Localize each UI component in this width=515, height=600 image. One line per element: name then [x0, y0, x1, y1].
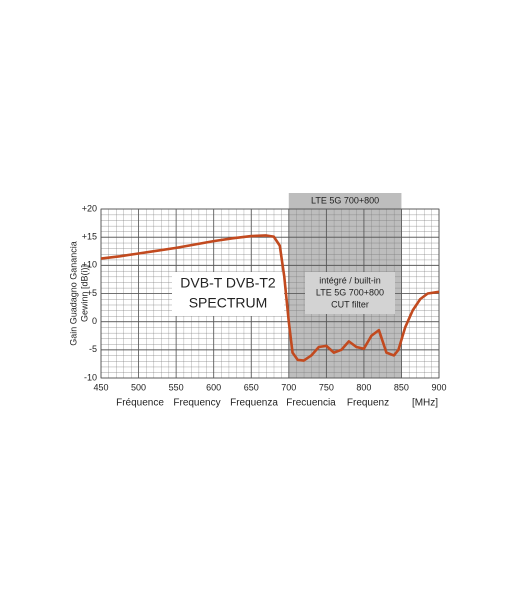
x-tick-label: 650 [244, 382, 259, 392]
annotation: CUT filter [331, 299, 369, 309]
y-tick-label: +20 [82, 203, 97, 213]
annotation-box [172, 272, 284, 316]
x-axis-label: Frecuencia [286, 398, 336, 409]
x-tick-label: 550 [169, 382, 184, 392]
y-tick-label: 0 [92, 316, 97, 326]
annotation: DVB-T DVB-T2 [180, 275, 276, 291]
y-tick-label: -5 [89, 344, 97, 354]
y-axis-label: Gewinn [dB(i)] [79, 265, 89, 322]
band-label: LTE 5G 700+800 [311, 195, 379, 205]
x-tick-label: 750 [319, 382, 334, 392]
x-tick-label: 800 [356, 382, 371, 392]
x-tick-label: 850 [394, 382, 409, 392]
annotation: LTE 5G 700+800 [316, 287, 384, 297]
x-tick-label: 450 [93, 382, 108, 392]
x-tick-label: 600 [206, 382, 221, 392]
y-tick-label: -10 [84, 372, 97, 382]
data-line [100, 234, 440, 362]
x-axis-label: Frequenza [230, 398, 278, 409]
x-axis-label: [MHz] [412, 398, 438, 409]
x-tick-label: 700 [281, 382, 296, 392]
annotation-box [305, 272, 395, 314]
y-axis-label: Gain Guadagno Ganancia [68, 241, 78, 346]
x-axis-label: Frequenz [347, 398, 389, 409]
x-axis-label: Fréquence [116, 398, 164, 409]
y-tick-label: +10 [82, 260, 97, 270]
x-axis-label: Frequency [173, 398, 220, 409]
y-tick-label: +5 [87, 288, 97, 298]
x-tick-label: 900 [431, 382, 446, 392]
y-tick-label: +15 [82, 232, 97, 242]
annotation: SPECTRUM [189, 295, 268, 311]
annotation: intégré / built-in [319, 275, 381, 285]
x-tick-label: 500 [131, 382, 146, 392]
